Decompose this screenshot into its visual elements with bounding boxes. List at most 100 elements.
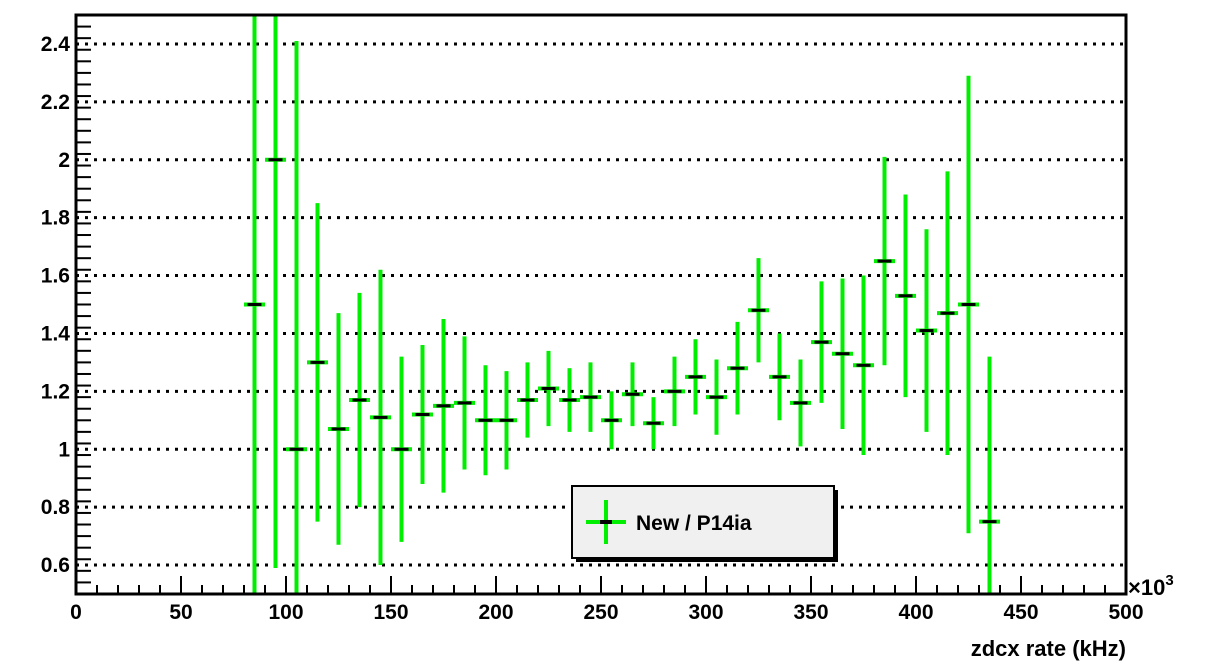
data-point [664, 356, 685, 427]
x-tick-label: 500 [1108, 601, 1143, 624]
data-point [601, 391, 622, 450]
point-marker [961, 303, 976, 306]
point-marker [982, 520, 997, 524]
point-marker [583, 395, 598, 399]
data-point [496, 371, 517, 470]
data-point [580, 362, 601, 432]
x-tick-label: 450 [1003, 601, 1038, 624]
x-tick-label: 0 [70, 601, 82, 624]
point-marker [499, 418, 514, 422]
y-tick-label: 1.6 [41, 265, 70, 288]
point-marker [730, 366, 745, 370]
x-axis-multiplier: ×103 [1128, 572, 1174, 600]
plot-frame [74, 13, 1128, 596]
point-marker [856, 363, 871, 367]
x-axis-title: zdcx rate (kHz) [971, 636, 1126, 661]
point-marker [268, 158, 283, 162]
y-tick-label: 1.8 [41, 207, 71, 230]
point-marker [247, 303, 262, 306]
data-point [685, 339, 706, 415]
point-marker [688, 375, 703, 379]
y-tick-label: 2.4 [41, 33, 71, 56]
point-marker [394, 447, 409, 451]
grid-lines [76, 42, 1126, 567]
y-tick-label: 0.6 [41, 554, 70, 577]
data-point [895, 194, 916, 398]
data-point [538, 350, 559, 427]
point-marker [898, 294, 913, 298]
point-marker [793, 401, 808, 405]
point-marker [919, 329, 934, 333]
data-point [244, 15, 265, 594]
point-marker [667, 389, 682, 393]
data-point [622, 362, 643, 427]
point-marker [310, 360, 325, 364]
point-marker [436, 404, 451, 408]
x-tick-label: 150 [373, 601, 408, 624]
data-point [307, 203, 328, 522]
data-point [286, 41, 307, 594]
data-points [244, 15, 1000, 594]
data-point [916, 229, 937, 432]
tick-labels: 0 50 100 150 200 250 300 350 400 450 500 0.6 0.8 1 1.2… [41, 33, 1144, 624]
data-point [790, 359, 811, 447]
x-tick-label: 300 [688, 601, 723, 624]
data-point [517, 362, 538, 438]
point-marker [625, 392, 640, 396]
point-marker [331, 427, 346, 431]
x-axis-multiplier-base: ×10 [1128, 575, 1165, 600]
data-point [475, 365, 496, 476]
point-marker [562, 398, 577, 402]
y-tick-label: 1.2 [41, 380, 70, 403]
data-point [727, 321, 748, 415]
y-tick-label: 0.8 [41, 496, 71, 519]
y-tick-label: 2.2 [41, 91, 70, 114]
y-tick-label: 1 [58, 438, 70, 461]
point-marker [709, 395, 724, 399]
legend-label: New / P14ia [636, 512, 752, 535]
y-tick-label: 2 [58, 149, 70, 172]
data-point [349, 292, 370, 508]
data-point [832, 278, 853, 429]
legend-marker-dot [600, 520, 612, 524]
data-point [370, 269, 391, 566]
data-point [979, 356, 1000, 594]
data-point [412, 345, 433, 484]
x-tick-label: 400 [898, 601, 933, 624]
data-point [559, 368, 580, 432]
data-point [958, 75, 979, 534]
point-marker [814, 340, 829, 344]
point-marker [835, 352, 850, 356]
point-marker [604, 418, 619, 422]
point-marker [457, 401, 472, 405]
point-marker [520, 398, 535, 402]
x-tick-label: 100 [268, 601, 303, 624]
point-marker [940, 311, 955, 315]
point-marker [289, 447, 304, 451]
point-marker [352, 398, 367, 402]
x-tick-label: 200 [478, 601, 513, 624]
data-point [811, 281, 832, 403]
legend: New / P14ia [571, 485, 838, 562]
point-marker [541, 386, 556, 390]
x-tick-label: 50 [169, 601, 192, 624]
point-marker [646, 421, 661, 425]
x-tick-label: 250 [583, 601, 618, 624]
data-point [748, 258, 769, 363]
data-point [433, 318, 454, 493]
point-marker [373, 415, 388, 419]
x-axis-multiplier-exponent: 3 [1165, 572, 1173, 589]
data-point [706, 359, 727, 435]
data-point [937, 171, 958, 456]
data-point [265, 15, 286, 568]
point-marker [415, 413, 430, 417]
data-point [874, 156, 895, 366]
point-marker [877, 259, 892, 263]
point-marker [478, 418, 493, 422]
data-point [454, 336, 475, 470]
y-tick-label: 1.4 [41, 322, 71, 345]
data-point [769, 333, 790, 421]
data-point [328, 313, 349, 545]
data-point [391, 356, 412, 542]
